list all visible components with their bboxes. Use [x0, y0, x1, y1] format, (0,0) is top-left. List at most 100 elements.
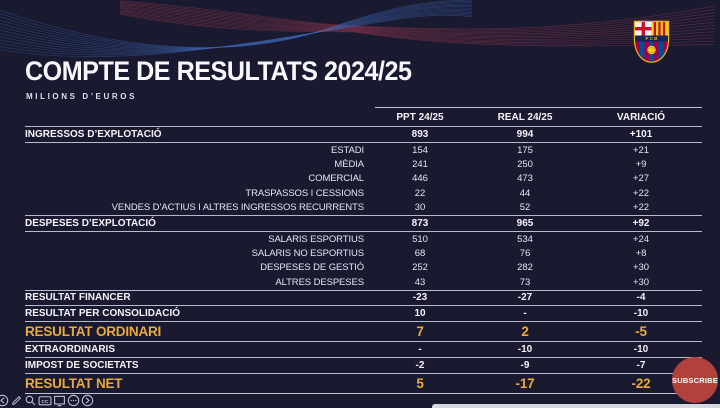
- cell-variacio: +30: [632, 262, 650, 274]
- forward-circle-icon[interactable]: [81, 394, 94, 407]
- row-label: COMERCIAL: [308, 173, 364, 185]
- cell-ppt: -2: [415, 359, 425, 371]
- cell-real: 473: [517, 173, 533, 185]
- more-circle-icon[interactable]: [67, 394, 80, 407]
- back-circle-icon[interactable]: [0, 394, 9, 407]
- table-row: SALARIS ESPORTIUS 510 534 +24: [25, 230, 702, 246]
- row-label: SALARIS ESPORTIUS: [268, 233, 364, 245]
- player-toolbar: CC: [0, 394, 94, 407]
- cell-variacio: +22: [632, 202, 650, 214]
- cell-ppt: 10: [414, 307, 426, 319]
- column-header-ppt: PPT 24/25: [396, 112, 444, 123]
- cell-variacio: -10: [633, 307, 649, 319]
- row-label: MÈDIA: [334, 159, 364, 171]
- cell-variacio: -10: [633, 343, 649, 355]
- table-row: DESPESES DE GESTIÓ 252 282 +30: [25, 261, 702, 275]
- table-row: VENDES D’ACTIUS I ALTRES INGRESSOS RECUR…: [25, 201, 702, 215]
- cell-real: 250: [517, 159, 533, 171]
- cell-ppt: 5: [416, 375, 424, 391]
- row-label: EXTRAORDINARIS: [25, 343, 116, 355]
- table-row: ALTRES DESPESES 43 73 +30: [25, 275, 702, 289]
- row-label: RESULTAT PER CONSOLIDACIÓ: [25, 307, 180, 319]
- table-row: IMPOST DE SOCIETATS -2 -9 -7: [25, 356, 702, 373]
- cell-variacio: +9: [635, 159, 647, 171]
- cell-ppt: 7: [416, 323, 424, 339]
- cell-ppt: 873: [411, 217, 429, 229]
- row-label: TRASPASSOS I CESSIONS: [245, 187, 364, 199]
- cell-variacio: -5: [635, 323, 647, 339]
- cell-real: -27: [517, 292, 533, 304]
- cell-real: 175: [517, 144, 533, 156]
- results-table-body: INGRESSOS D’EXPLOTACIÓ 893 994 +101 ESTADI 15…: [25, 126, 702, 394]
- cell-variacio: +24: [632, 233, 650, 245]
- cell-ppt: 154: [412, 144, 428, 156]
- table-header-row: PPT 24/25 REAL 24/25 VARIACIÓ: [25, 103, 702, 126]
- cell-real: 2: [521, 323, 529, 339]
- pencil-icon[interactable]: [10, 394, 23, 407]
- cell-ppt: 22: [414, 187, 426, 199]
- cell-variacio: +30: [632, 276, 650, 288]
- cell-real: 534: [517, 233, 533, 245]
- column-header-variacio: VARIACIÓ: [616, 112, 666, 123]
- cell-ppt: 252: [412, 262, 428, 274]
- cell-variacio: +8: [635, 248, 647, 260]
- captions-icon[interactable]: CC: [38, 394, 52, 407]
- cell-real: 76: [519, 248, 531, 260]
- cell-ppt: 446: [412, 173, 428, 185]
- table-row: INGRESSOS D’EXPLOTACIÓ 893 994 +101: [25, 126, 702, 142]
- cell-ppt: 893: [411, 129, 429, 140]
- subscribe-button[interactable]: SUBSCRIBE: [672, 357, 718, 403]
- cell-ppt: -: [418, 343, 422, 355]
- table-row: TRASPASSOS I CESSIONS 22 44 +22: [25, 186, 702, 200]
- cell-variacio: +92: [632, 217, 650, 229]
- magnifier-icon[interactable]: [24, 394, 37, 407]
- table-row: RESULTAT FINANCER -23 -27 -4: [25, 289, 702, 306]
- display-icon[interactable]: [53, 394, 66, 407]
- column-header-real: REAL 24/25: [497, 112, 553, 123]
- table-row: COMERCIAL 446 473 +27: [25, 172, 702, 186]
- table-row: DESPESES D’EXPLOTACIÓ 873 965 +92: [25, 214, 702, 231]
- wave-decoration: [0, 0, 716, 58]
- row-label: DESPESES D’EXPLOTACIÓ: [25, 217, 156, 229]
- row-label: RESULTAT ORDINARI: [25, 323, 162, 339]
- svg-text:F C B: F C B: [646, 36, 659, 41]
- svg-text:CC: CC: [41, 399, 49, 405]
- cell-real: -9: [520, 359, 530, 371]
- cell-real: 52: [519, 202, 531, 214]
- row-label: DESPESES DE GESTIÓ: [260, 262, 364, 274]
- cell-real: 44: [519, 187, 531, 199]
- cell-ppt: -23: [412, 292, 428, 304]
- cell-variacio: +101: [629, 129, 653, 140]
- cell-variacio: -4: [636, 292, 646, 304]
- row-label: INGRESSOS D’EXPLOTACIÓ: [25, 129, 162, 140]
- bottom-overlay-bar: [432, 404, 720, 408]
- cell-real: -: [523, 307, 527, 319]
- cell-real: -10: [517, 343, 533, 355]
- page-subtitle: MILIONS D’EUROS: [26, 92, 138, 101]
- cell-ppt: 43: [414, 276, 426, 288]
- table-row: EXTRAORDINARIS - -10 -10: [25, 340, 702, 357]
- page-title: COMPTE DE RESULTATS 2024/25: [25, 56, 412, 86]
- table-row: RESULTAT ORDINARI 7 2 -5: [25, 320, 702, 341]
- cell-variacio: -7: [636, 359, 646, 371]
- cell-variacio: -22: [631, 375, 651, 391]
- row-label: IMPOST DE SOCIETATS: [25, 359, 139, 371]
- table-row: ESTADI 154 175 +21: [25, 142, 702, 157]
- fc-barcelona-crest: F C B: [633, 20, 670, 63]
- results-table: PPT 24/25 REAL 24/25 VARIACIÓ INGRESSOS …: [25, 103, 702, 394]
- cell-real: 282: [517, 262, 533, 274]
- table-row: RESULTAT PER CONSOLIDACIÓ 10 - -10: [25, 305, 702, 321]
- row-label: VENDES D’ACTIUS I ALTRES INGRESSOS RECUR…: [111, 202, 365, 214]
- cell-variacio: +27: [632, 173, 650, 185]
- row-label: ESTADI: [330, 144, 364, 156]
- cell-variacio: +22: [632, 187, 650, 199]
- cell-ppt: 241: [412, 159, 428, 171]
- cell-ppt: 30: [414, 202, 426, 214]
- cell-real: 994: [516, 129, 534, 140]
- cell-variacio: +21: [632, 144, 650, 156]
- table-row: RESULTAT NET 5 -17 -22: [25, 372, 702, 393]
- cell-real: -17: [515, 375, 535, 391]
- cell-ppt: 510: [412, 233, 428, 245]
- row-label: ALTRES DESPESES: [275, 276, 364, 288]
